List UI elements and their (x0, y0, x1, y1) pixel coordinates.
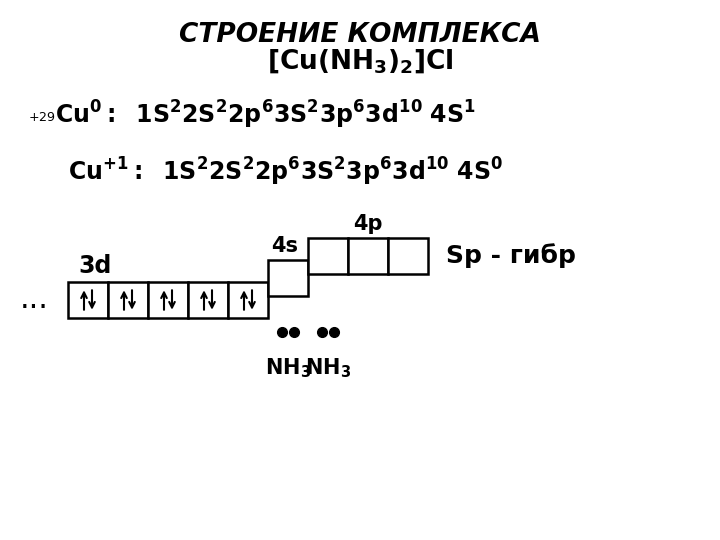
Bar (348, 238, 388, 274)
Text: 4s: 4s (271, 236, 298, 256)
Text: $\mathbf{NH_3}$: $\mathbf{NH_3}$ (305, 356, 351, 380)
Bar (228, 282, 268, 318)
Text: $\mathbf{Cu^0{:}\ \ 1S^22S^22p^63S^23p^63d^{10}\ 4S^1}$: $\mathbf{Cu^0{:}\ \ 1S^22S^22p^63S^23p^6… (55, 99, 476, 131)
Bar (388, 238, 428, 274)
Text: $_{+29}$: $_{+29}$ (28, 106, 55, 124)
Bar (68, 282, 108, 318)
Bar (268, 260, 308, 296)
Text: $\bf{[Cu(NH_3)_2]Cl}$: $\bf{[Cu(NH_3)_2]Cl}$ (267, 47, 453, 75)
Bar (148, 282, 188, 318)
Text: 4p: 4p (354, 214, 383, 234)
Text: Sp - гибр: Sp - гибр (446, 244, 576, 268)
Text: 3d: 3d (78, 254, 112, 278)
Bar (308, 238, 348, 274)
Bar (188, 282, 228, 318)
Text: ...: ... (19, 286, 48, 314)
Text: СТРОЕНИЕ КОМПЛЕКСА: СТРОЕНИЕ КОМПЛЕКСА (179, 22, 541, 48)
Text: $\mathbf{Cu^{+1}{:}\ \ 1S^22S^22p^63S^23p^63d^{10}\ 4S^0}$: $\mathbf{Cu^{+1}{:}\ \ 1S^22S^22p^63S^23… (68, 156, 503, 188)
Bar (108, 282, 148, 318)
Text: $\mathbf{NH_3}$: $\mathbf{NH_3}$ (265, 356, 311, 380)
